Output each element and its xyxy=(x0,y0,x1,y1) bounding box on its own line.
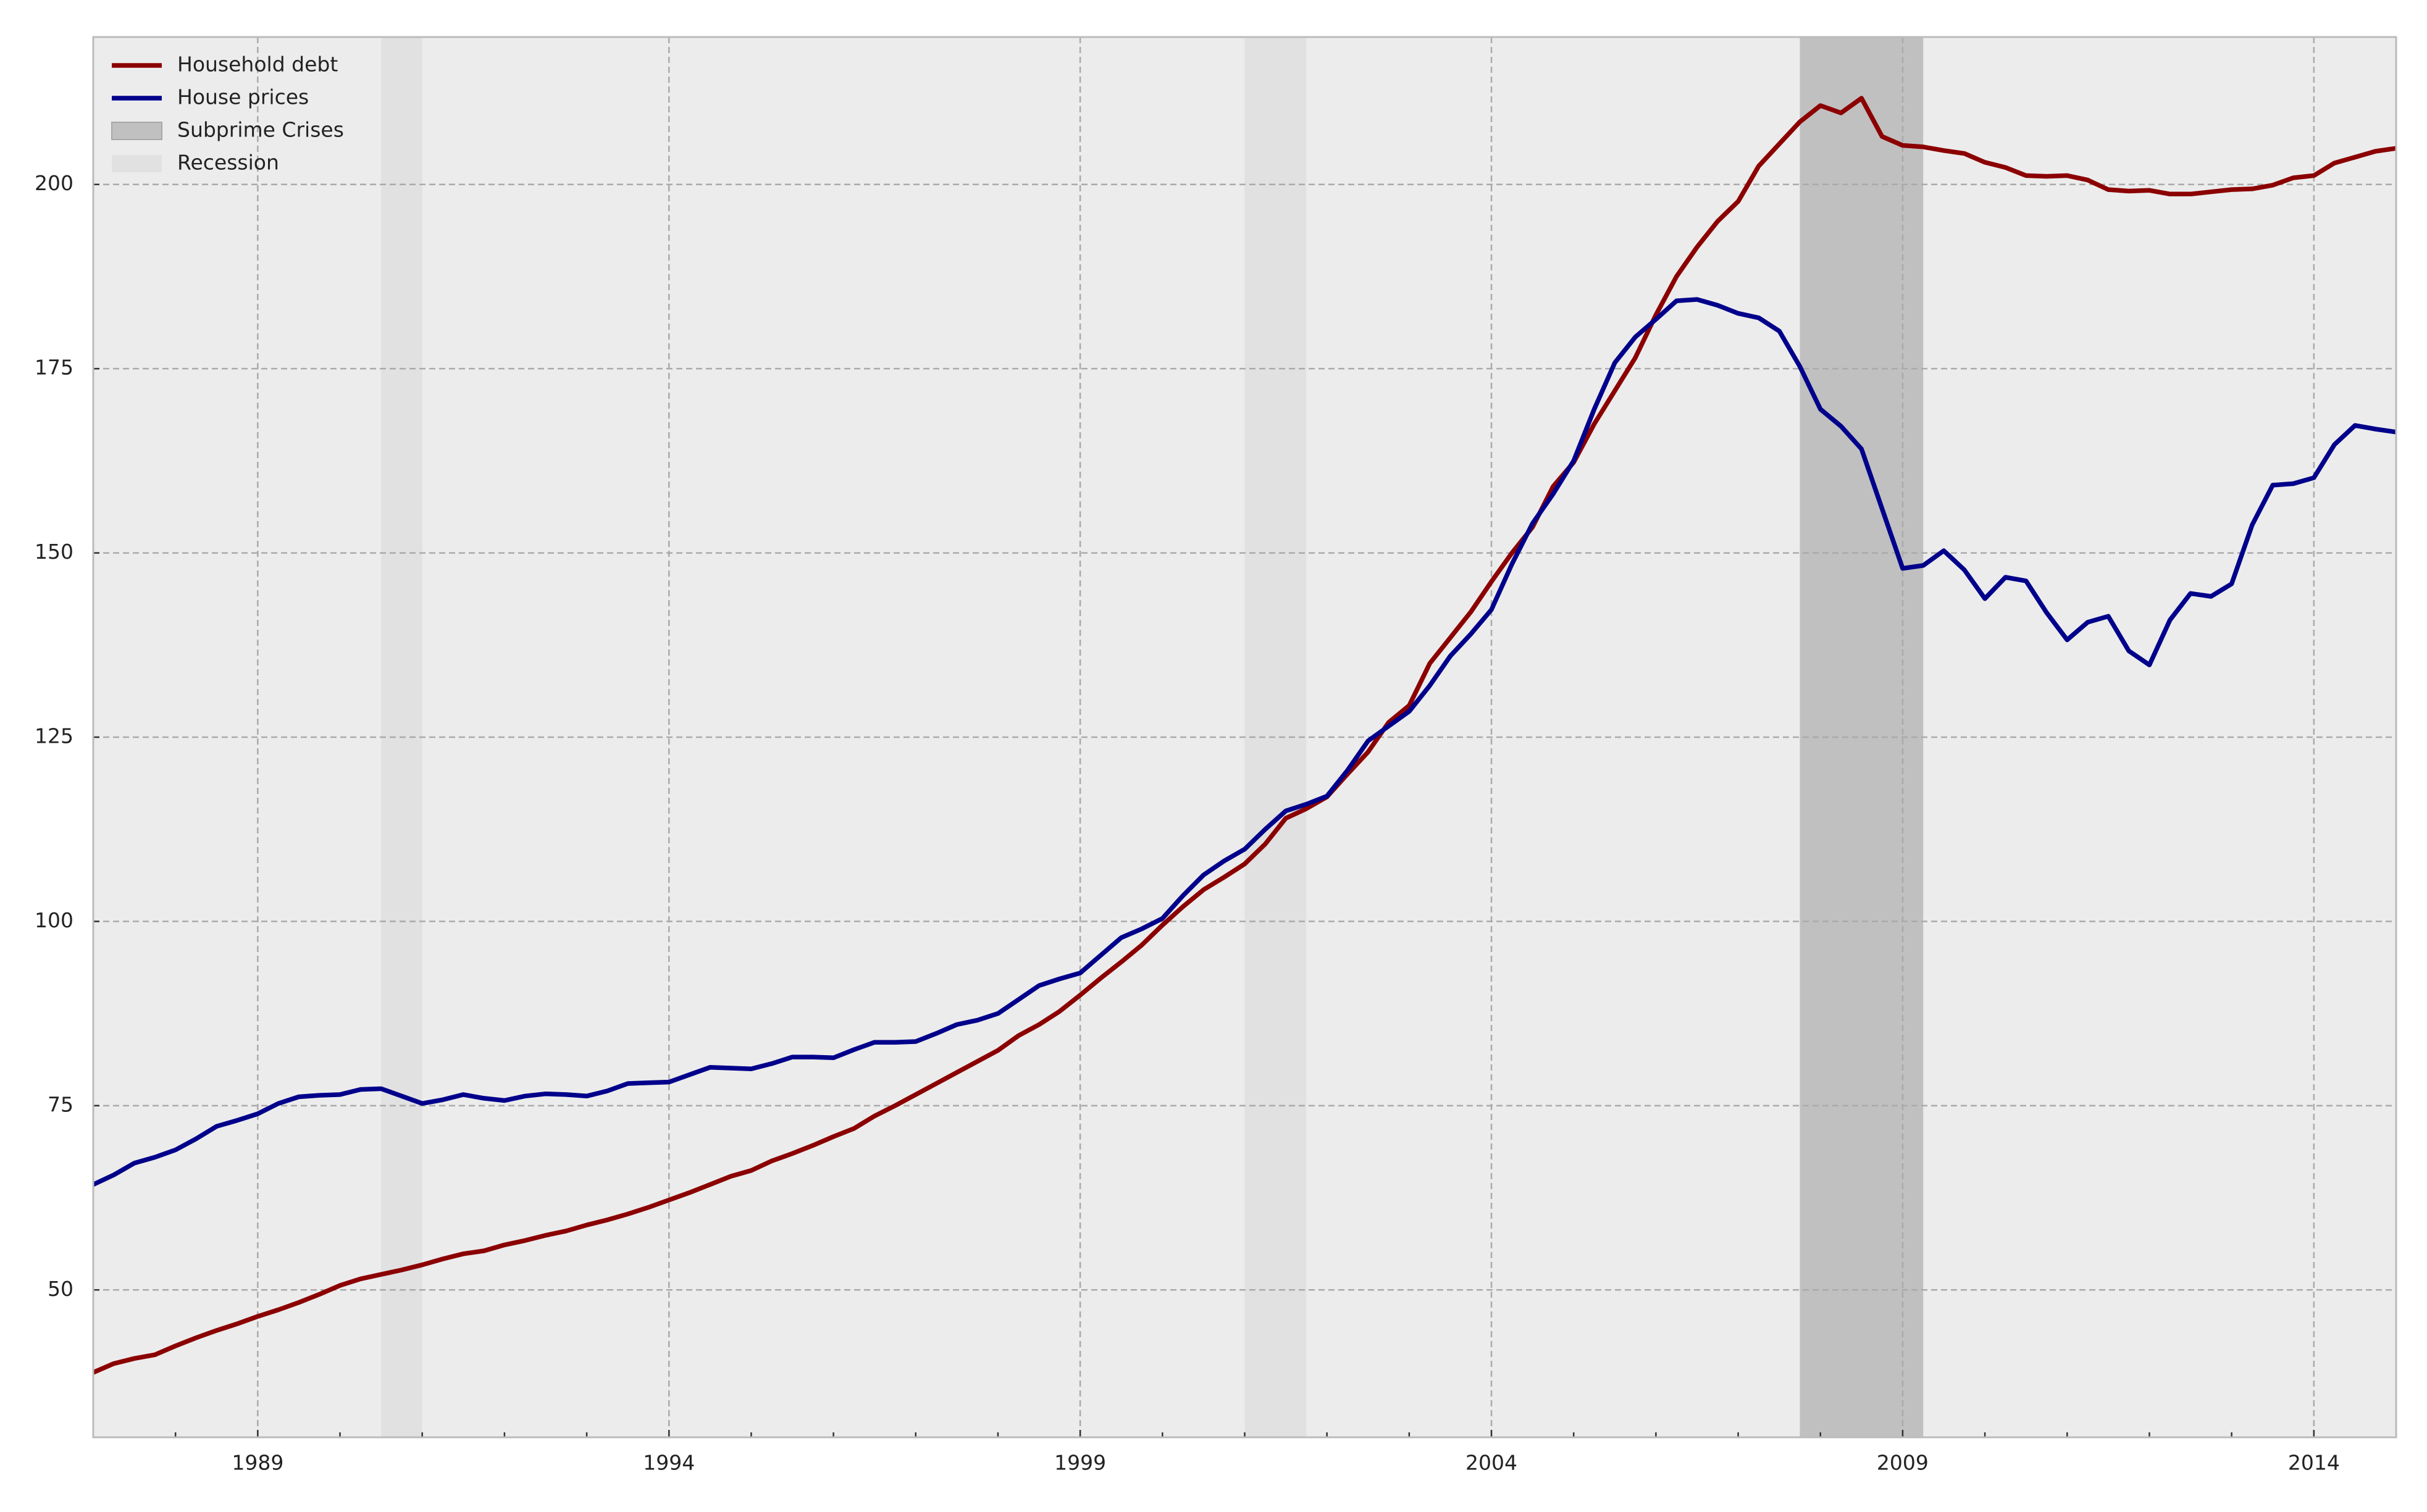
x-tick-label: 1989 xyxy=(232,1451,283,1475)
y-tick-label: 150 xyxy=(35,540,73,564)
legend-label: Recession xyxy=(177,151,279,175)
x-tick-label: 1994 xyxy=(643,1451,695,1475)
legend-label: House prices xyxy=(177,85,309,109)
y-tick-label: 200 xyxy=(35,171,73,195)
plot-frame xyxy=(92,36,2397,1439)
x-tick-label: 2004 xyxy=(1465,1451,1517,1475)
x-tick-label: 2009 xyxy=(1877,1451,1929,1475)
x-tick-label: 1999 xyxy=(1054,1451,1106,1475)
y-tick-label: 75 xyxy=(48,1092,73,1116)
legend-swatch xyxy=(112,155,162,172)
y-tick-label: 125 xyxy=(35,724,73,748)
legend-swatch xyxy=(111,122,162,140)
y-tick-label: 50 xyxy=(48,1277,73,1301)
legend-label: Subprime Crises xyxy=(177,118,344,142)
y-tick-label: 100 xyxy=(35,908,73,932)
x-tick-label: 2014 xyxy=(2288,1451,2340,1475)
legend-label: Household debt xyxy=(177,52,338,77)
y-tick-label: 175 xyxy=(35,356,73,380)
data-line xyxy=(92,297,2397,1187)
data-line xyxy=(92,96,2397,1375)
